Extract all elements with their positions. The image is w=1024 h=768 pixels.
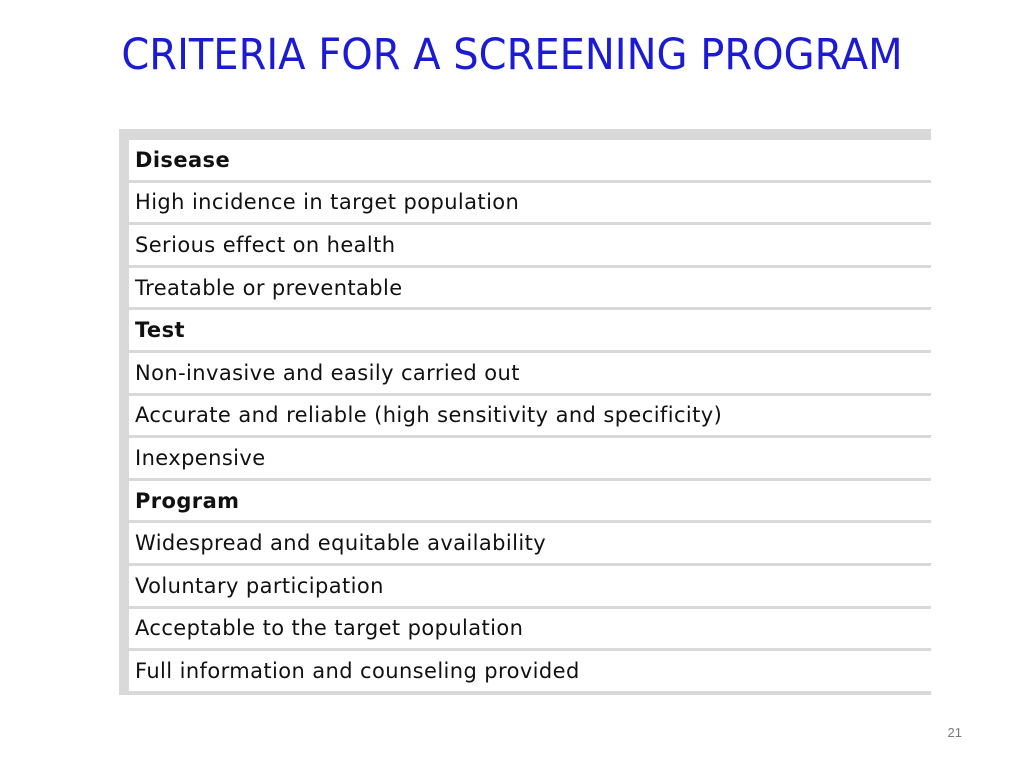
table-row: Full information and counseling provided — [129, 651, 931, 691]
criterion-cell: Non-invasive and easily carried out — [129, 352, 931, 393]
table-row: Voluntary participation — [129, 565, 931, 606]
table-row: Serious effect on health — [129, 225, 931, 265]
criterion-cell: Treatable or preventable — [129, 267, 931, 308]
category-cell: Program — [129, 480, 931, 521]
table-row-category-program: Program — [129, 480, 931, 521]
slide-title: CRITERIA FOR A SCREENING PROGRAM — [121, 30, 903, 80]
table-row: Inexpensive — [129, 438, 931, 478]
criterion-cell: Acceptable to the target population — [129, 608, 931, 649]
criterion-cell: Accurate and reliable (high sensitivity … — [129, 395, 931, 436]
criterion-cell: Inexpensive — [129, 438, 931, 478]
category-cell: Test — [129, 310, 931, 350]
criterion-cell: Widespread and equitable availability — [129, 523, 931, 563]
category-cell: Disease — [129, 140, 931, 180]
table-row: High incidence in target population — [129, 182, 931, 223]
criteria-table: Disease High incidence in target populat… — [129, 137, 931, 694]
table-row: Accurate and reliable (high sensitivity … — [129, 395, 931, 436]
criterion-cell: Voluntary participation — [129, 565, 931, 606]
criterion-cell: Serious effect on health — [129, 225, 931, 265]
table-row-category-disease: Disease — [129, 140, 931, 180]
table-row: Acceptable to the target population — [129, 608, 931, 649]
table-row: Treatable or preventable — [129, 267, 931, 308]
page-number: 21 — [947, 725, 962, 740]
criteria-table-frame: Disease High incidence in target populat… — [119, 129, 931, 695]
criterion-cell: Full information and counseling provided — [129, 651, 931, 691]
table-row-category-test: Test — [129, 310, 931, 350]
table-row: Non-invasive and easily carried out — [129, 352, 931, 393]
criterion-cell: High incidence in target population — [129, 182, 931, 223]
table-row: Widespread and equitable availability — [129, 523, 931, 563]
